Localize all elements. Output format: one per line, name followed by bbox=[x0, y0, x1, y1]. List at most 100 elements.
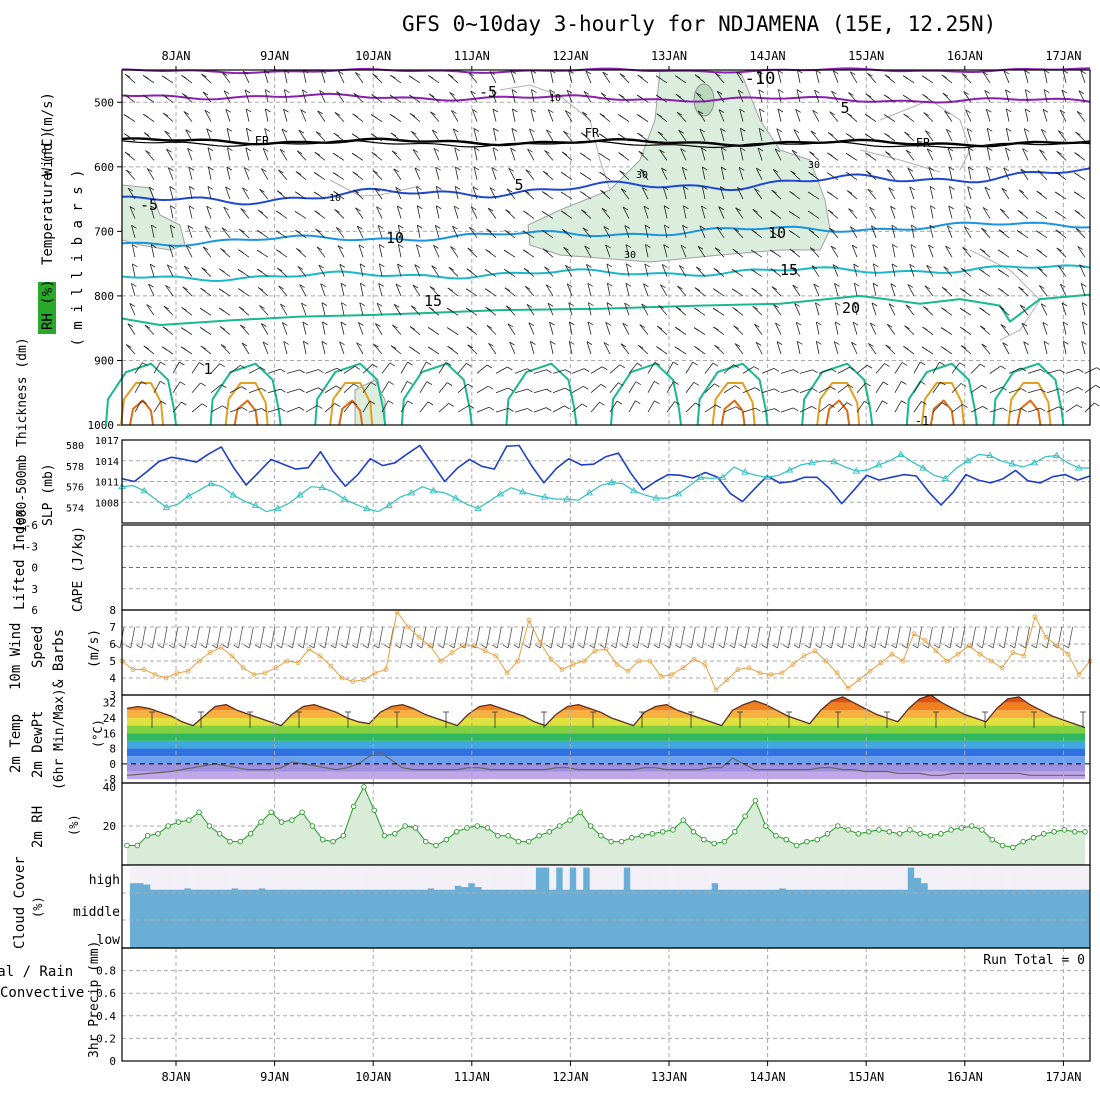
wind-barb-flag bbox=[963, 91, 969, 95]
wind-barb bbox=[491, 167, 497, 180]
wind-barb bbox=[457, 363, 467, 374]
wind10-barb-flag bbox=[405, 644, 412, 649]
wind-barb-flag bbox=[776, 128, 783, 133]
wind-barb-flag bbox=[472, 186, 479, 191]
cloud-high-gap bbox=[528, 865, 536, 890]
wind-barb bbox=[1062, 321, 1067, 335]
wind-barb-flag bbox=[389, 114, 396, 118]
wind-barb-flag bbox=[301, 302, 307, 307]
wind-barb bbox=[888, 187, 896, 200]
wind-barb-flag bbox=[145, 150, 151, 154]
wind-barb-flag bbox=[151, 244, 157, 248]
wind-barb-flag bbox=[582, 227, 588, 232]
wind-barb-flag bbox=[961, 73, 968, 77]
wind10-speed-marker bbox=[1032, 614, 1038, 620]
rh-marker bbox=[299, 809, 305, 816]
wind-barb-flag bbox=[598, 152, 605, 157]
wind-barb-flag bbox=[712, 362, 719, 367]
wind-barb-flag bbox=[618, 152, 624, 156]
wind-barb-flag bbox=[945, 245, 951, 250]
wind10-speed-marker bbox=[317, 653, 323, 659]
wind-barb-flag bbox=[220, 248, 226, 252]
wind-barb-flag bbox=[188, 205, 195, 210]
rh-marker bbox=[1010, 844, 1016, 851]
cloud-high-gap bbox=[143, 865, 151, 885]
wind-barb-flag bbox=[585, 70, 592, 75]
wind-barb-flag bbox=[929, 224, 936, 229]
wind-barb-flag bbox=[1077, 386, 1083, 391]
wind-barb-flag bbox=[199, 307, 206, 312]
wind-barb-flag bbox=[948, 166, 955, 171]
temp-units: (°C) bbox=[91, 719, 105, 748]
wind-barb bbox=[131, 263, 136, 277]
pressure-tick-label: 900 bbox=[94, 354, 114, 367]
wind-barb bbox=[986, 167, 991, 180]
wind-barb-flag bbox=[243, 70, 249, 75]
wind-barb-flag bbox=[165, 284, 171, 289]
wind-barb bbox=[210, 363, 220, 374]
wind10-barb-flag bbox=[287, 644, 293, 649]
wind-barb-flag bbox=[680, 244, 687, 249]
pressure-tick-label: 600 bbox=[94, 161, 114, 174]
wind-barb bbox=[606, 263, 611, 277]
wind-barb-flag bbox=[241, 342, 248, 347]
wind-barb-flag bbox=[678, 265, 685, 269]
temp-tick-label: 24 bbox=[103, 712, 117, 725]
wind-barb-flag bbox=[1021, 388, 1027, 393]
wind-barb-flag bbox=[770, 210, 776, 215]
wind-barb bbox=[818, 368, 832, 374]
wind-barb bbox=[720, 128, 725, 142]
wind-barb bbox=[699, 225, 706, 238]
wind10-barb bbox=[982, 626, 987, 649]
wind-barb bbox=[790, 266, 801, 277]
wind-barb bbox=[759, 108, 763, 122]
wind-barb-flag bbox=[643, 205, 650, 210]
wind-barb-flag bbox=[770, 268, 776, 272]
wind10-speed-marker bbox=[361, 677, 367, 683]
wind-barb bbox=[225, 109, 231, 122]
wind-barb-flag bbox=[949, 186, 955, 190]
wind-barb bbox=[719, 186, 725, 200]
wind-barb-flag bbox=[999, 306, 1005, 310]
wind-barb-flag bbox=[169, 224, 176, 229]
wind-barb-flag bbox=[795, 109, 801, 113]
wind-barb-flag bbox=[370, 114, 377, 118]
precip-label-1: Total / Rain bbox=[0, 964, 73, 980]
wind-barb-flag bbox=[257, 287, 264, 291]
rh-marker bbox=[680, 817, 687, 823]
wind-barb bbox=[948, 166, 953, 180]
wind-barb bbox=[400, 400, 409, 413]
wind-barb-flag bbox=[815, 302, 821, 307]
wind-barb-flag bbox=[755, 407, 761, 412]
green-contour bbox=[905, 362, 978, 426]
wind-barb bbox=[961, 73, 972, 84]
wind-barb-flag bbox=[339, 341, 345, 346]
wind-barb-flag bbox=[778, 89, 784, 93]
wind10-barb bbox=[874, 626, 879, 649]
isotherm-freezing-2 bbox=[121, 139, 1091, 149]
temp-label-1: 2m Temp bbox=[8, 714, 24, 773]
wind-barb bbox=[191, 362, 200, 374]
wind-barb-flag bbox=[313, 172, 320, 176]
wind-barb bbox=[660, 284, 668, 297]
green-contour bbox=[801, 362, 874, 426]
wind-barb-flag bbox=[716, 90, 723, 95]
wind-barb-flag bbox=[295, 171, 302, 175]
wind-barb bbox=[229, 386, 242, 394]
wind-barb-flag bbox=[241, 386, 247, 390]
cloud-high-gap bbox=[643, 865, 651, 890]
temp-tick-label: -8 bbox=[103, 773, 116, 786]
wind10-barb bbox=[734, 626, 739, 649]
wind-barb bbox=[396, 205, 402, 219]
wind-barb-flag bbox=[600, 92, 607, 97]
gold-contour bbox=[711, 382, 756, 426]
wind-barb bbox=[341, 302, 345, 316]
wind-barb bbox=[172, 401, 182, 413]
wind-barb-flag bbox=[587, 282, 594, 287]
wind-barb-flag bbox=[1040, 388, 1046, 393]
wind-barb-flag bbox=[417, 224, 423, 229]
wind-barb-flag bbox=[921, 346, 928, 351]
wind-barb bbox=[682, 225, 687, 238]
wind-barb bbox=[449, 92, 459, 103]
rh-marker bbox=[979, 827, 985, 833]
